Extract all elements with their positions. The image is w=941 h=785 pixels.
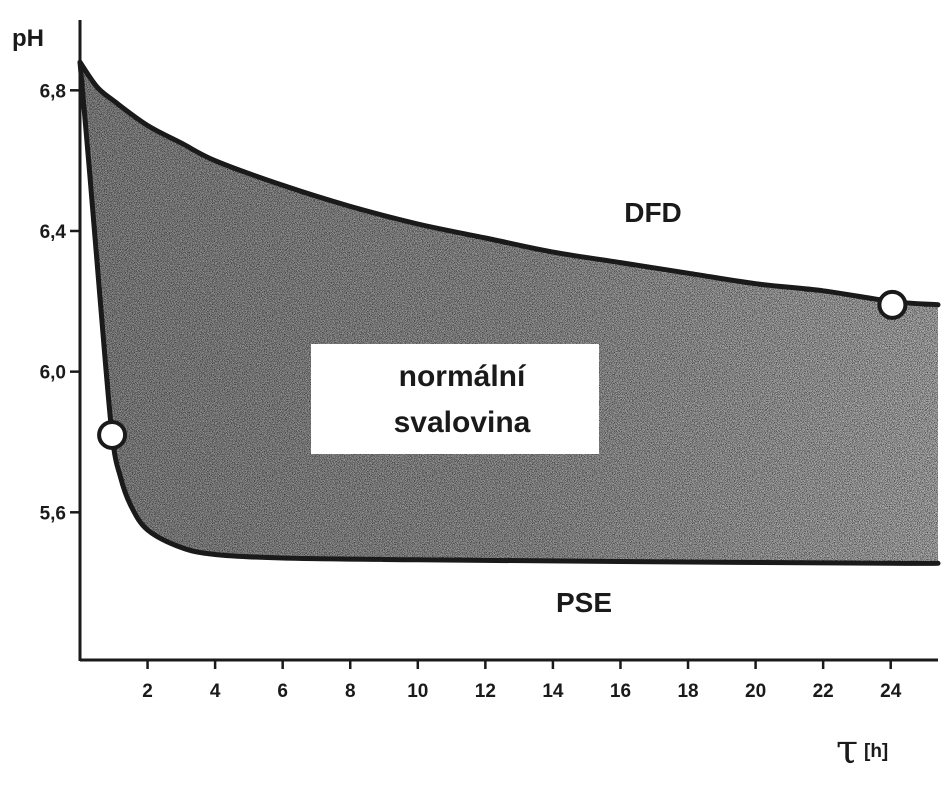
x-tick-label: 6: [277, 681, 288, 702]
x-tick-label: 10: [407, 681, 428, 702]
x-tick-label: 12: [475, 681, 496, 702]
center-label-box: [311, 344, 599, 454]
y-tick-label: 6,0: [40, 363, 66, 384]
x-axis-unit: [h]: [864, 741, 888, 762]
x-tick-label: 14: [542, 681, 564, 702]
y-tick-label: 5,6: [40, 503, 66, 524]
x-tick-label: 22: [813, 681, 834, 702]
dfd-curve: [77, 59, 941, 308]
pse-curve: [77, 59, 941, 566]
markers: [97, 289, 908, 450]
center-label-line2: svalovina: [394, 406, 531, 439]
x-tick-label: 8: [345, 681, 356, 702]
x-axis-symbol: τ: [836, 727, 858, 773]
pse-label: PSE: [556, 587, 612, 618]
x-tick-label: 16: [610, 681, 631, 702]
x-tick-label: 2: [142, 681, 153, 702]
y-axis-title: pH: [12, 25, 44, 52]
open-circle-marker: [877, 289, 908, 320]
x-tick-label: 18: [677, 681, 698, 702]
x-ticks: 2 4 6 8 10 12 14 16 18 20 22 24: [142, 660, 902, 702]
open-circle-marker: [97, 419, 128, 450]
y-ticks: 5,6 6,0 6,4 6,8: [40, 81, 80, 524]
y-tick-label: 6,8: [40, 81, 66, 102]
x-tick-label: 24: [880, 681, 902, 702]
dfd-label: DFD: [624, 197, 682, 228]
x-tick-label: 4: [210, 681, 221, 702]
x-tick-label: 20: [745, 681, 766, 702]
axes: [78, 20, 938, 662]
y-tick-label: 6,4: [40, 222, 67, 243]
center-label-line1: normální: [399, 360, 527, 393]
